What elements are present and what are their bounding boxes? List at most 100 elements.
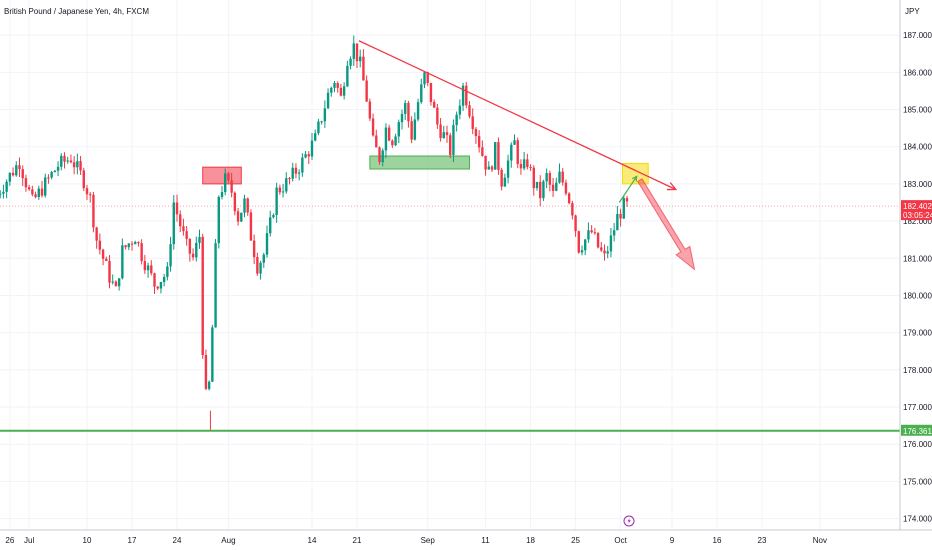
candle-body	[269, 217, 272, 234]
candle-body	[378, 147, 381, 163]
candle-body	[612, 230, 616, 236]
candle-body	[497, 142, 500, 170]
candle-body	[85, 188, 89, 195]
candle-body	[63, 155, 66, 162]
candle-body	[66, 160, 69, 162]
candle-body	[355, 43, 359, 62]
candle-body	[69, 160, 73, 163]
candle-body	[233, 192, 237, 212]
candle-body	[429, 82, 433, 102]
candle-body	[522, 159, 526, 169]
candle-body	[342, 86, 346, 96]
candle-body	[596, 232, 600, 248]
candle-body	[201, 236, 204, 356]
candle-body	[179, 214, 182, 227]
candle-body	[461, 85, 465, 106]
x-tick-label: Sep	[421, 536, 436, 545]
candle-body	[577, 231, 580, 253]
candle-body	[0, 193, 2, 195]
candle-body	[317, 121, 320, 134]
candle-body	[436, 107, 439, 125]
candle-body	[246, 198, 249, 213]
candle-body	[416, 102, 420, 120]
candle-body	[195, 242, 198, 258]
candle-body	[21, 169, 24, 179]
candle-body	[307, 154, 310, 157]
candle-body	[458, 105, 462, 115]
candle-body	[513, 140, 516, 145]
y-tick-label: 177.000	[903, 403, 932, 412]
y-tick-label: 176.000	[903, 440, 932, 449]
candle-body	[227, 173, 230, 181]
candle-body	[362, 56, 365, 81]
candle-body	[188, 238, 192, 254]
y-tick-label: 178.000	[903, 366, 932, 375]
x-tick-label: Aug	[221, 536, 235, 545]
candle-body	[500, 169, 503, 187]
candle-body	[503, 177, 507, 187]
candle-body	[625, 198, 629, 202]
candle-body	[407, 102, 410, 122]
candle-body	[455, 114, 458, 126]
candle-body	[92, 194, 95, 228]
candle-body	[468, 105, 471, 117]
candle-body	[326, 92, 330, 109]
candle-body	[481, 147, 484, 156]
candle-body	[506, 160, 510, 178]
y-tick-label: 181.000	[903, 254, 932, 263]
candle-body	[426, 72, 429, 83]
candle-body	[89, 194, 92, 196]
candle-body	[56, 166, 60, 171]
candle-body	[359, 56, 362, 62]
candle-body	[11, 172, 15, 176]
x-tick-label: 14	[308, 536, 317, 545]
y-tick-label: 175.000	[903, 477, 932, 486]
candle-body	[124, 245, 127, 248]
candle-body	[539, 181, 542, 199]
candle-body	[27, 187, 31, 190]
candle-body	[127, 243, 130, 248]
candle-body	[272, 214, 275, 218]
candle-body	[252, 240, 256, 258]
candle-body	[449, 135, 452, 155]
candle-body	[288, 178, 291, 180]
candle-body	[619, 213, 622, 219]
candle-body	[323, 108, 327, 122]
candle-body	[259, 262, 262, 274]
candle-body	[5, 181, 8, 192]
price-axis[interactable]: 174.000 175.000 176.000 177.000 178.000 179.0…	[901, 31, 932, 524]
lightning-icon[interactable]	[623, 515, 635, 527]
candle-body	[278, 187, 282, 193]
x-tick-label: 16	[713, 536, 722, 545]
candle-body	[371, 118, 375, 136]
candle-body	[439, 124, 442, 139]
candle-body	[410, 121, 413, 140]
x-tick-label: Nov	[813, 536, 827, 545]
time-axis[interactable]: 26 Jul 10 17 24 Aug 14 21 Sep 11 18 25 Oct 9 16 23 Nov	[5, 536, 827, 545]
candle-body	[420, 84, 423, 103]
candle-body	[265, 233, 269, 255]
candle-body	[150, 265, 153, 274]
y-tick-label: 187.000	[903, 31, 932, 40]
y-tick-label: 184.000	[903, 143, 932, 152]
price-label-box	[901, 424, 932, 436]
candle-body	[519, 164, 523, 169]
candle-body	[336, 82, 339, 88]
candle-body	[82, 170, 85, 189]
candle-body	[220, 192, 224, 197]
candle-body	[590, 230, 593, 233]
candle-body	[137, 242, 140, 244]
candle-body	[310, 140, 314, 157]
candle-body	[365, 80, 368, 102]
candle-body	[207, 381, 211, 389]
candle-body	[50, 172, 53, 178]
price-label-value: 176.361	[903, 427, 932, 436]
candle-body	[111, 281, 114, 283]
candle-body	[105, 258, 108, 261]
x-tick-label: 25	[571, 536, 580, 545]
candle-body	[191, 253, 195, 258]
y-tick-label: 180.000	[903, 291, 932, 300]
candle-body	[301, 157, 304, 173]
